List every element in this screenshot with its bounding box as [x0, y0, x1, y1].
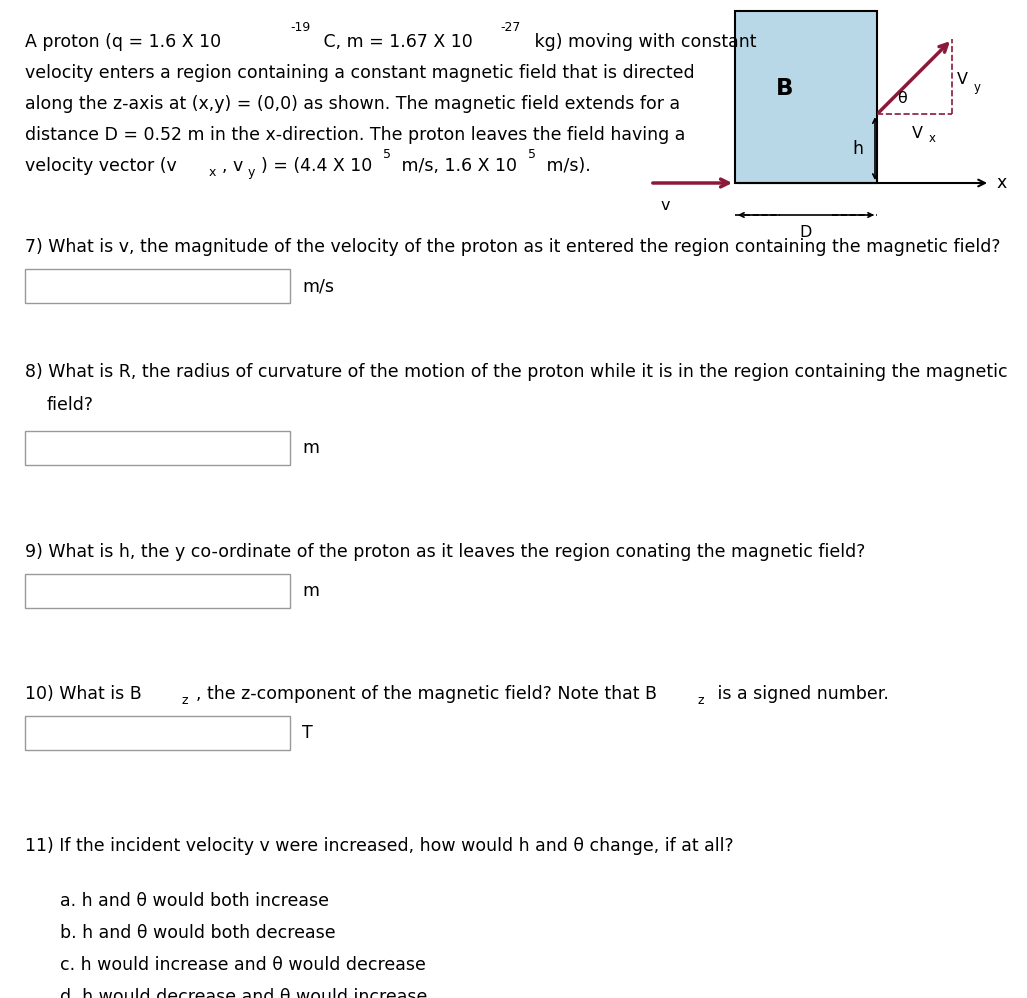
Text: y: y [248, 166, 256, 179]
Text: 11) If the incident velocity v were increased, how would h and θ change, if at a: 11) If the incident velocity v were incr… [25, 837, 733, 855]
Text: velocity enters a region containing a constant magnetic field that is directed: velocity enters a region containing a co… [25, 64, 694, 82]
Text: x: x [997, 174, 1007, 192]
Text: m/s: m/s [302, 277, 334, 295]
Text: z: z [182, 694, 189, 707]
Text: d. h would decrease and θ would increase: d. h would decrease and θ would increase [60, 988, 427, 998]
Text: -19: -19 [290, 21, 310, 34]
Text: θ: θ [897, 91, 907, 106]
Bar [25, 716, 290, 750]
Text: kg) moving with constant: kg) moving with constant [529, 33, 757, 51]
Text: , the z-component of the magnetic field? Note that B: , the z-component of the magnetic field?… [196, 685, 657, 703]
Bar [25, 431, 290, 465]
Text: ) = (4.4 X 10: ) = (4.4 X 10 [261, 157, 372, 175]
Text: h: h [852, 140, 863, 158]
Text: B: B [776, 77, 794, 100]
Text: x: x [210, 166, 217, 179]
Text: m/s, 1.6 X 10: m/s, 1.6 X 10 [396, 157, 517, 175]
Text: a. h and θ would both increase: a. h and θ would both increase [60, 892, 329, 910]
Text: m/s).: m/s). [541, 157, 591, 175]
Text: T: T [302, 724, 313, 742]
Text: 5: 5 [383, 148, 391, 161]
Text: is a signed number.: is a signed number. [712, 685, 889, 703]
Text: v: v [660, 198, 670, 213]
Bar [735, 11, 877, 183]
Text: 10) What is B: 10) What is B [25, 685, 142, 703]
Text: D: D [800, 225, 812, 240]
Text: y: y [974, 81, 981, 94]
Text: velocity vector (v: velocity vector (v [25, 157, 177, 175]
Text: m: m [302, 582, 319, 600]
Text: V: V [957, 72, 968, 87]
Text: along the z-axis at (x,y) = (0,0) as shown. The magnetic field extends for a: along the z-axis at (x,y) = (0,0) as sho… [25, 95, 680, 113]
Text: V: V [912, 126, 923, 141]
Text: 7) What is v, the magnitude of the velocity of the proton as it entered the regi: 7) What is v, the magnitude of the veloc… [25, 238, 1000, 256]
Text: distance D = 0.52 m in the x-direction. The proton leaves the field having a: distance D = 0.52 m in the x-direction. … [25, 126, 685, 144]
Text: b. h and θ would both decrease: b. h and θ would both decrease [60, 924, 336, 942]
Text: A proton (q = 1.6 X 10: A proton (q = 1.6 X 10 [25, 33, 221, 51]
Text: field?: field? [47, 396, 94, 414]
Text: m: m [302, 439, 319, 457]
Text: -27: -27 [500, 21, 521, 34]
Text: 9) What is h, the y co-ordinate of the proton as it leaves the region conating t: 9) What is h, the y co-ordinate of the p… [25, 543, 866, 561]
Text: , v: , v [222, 157, 243, 175]
Text: C, m = 1.67 X 10: C, m = 1.67 X 10 [318, 33, 472, 51]
Text: x: x [929, 132, 936, 145]
Bar [25, 269, 290, 303]
Text: 5: 5 [528, 148, 536, 161]
Bar [25, 574, 290, 608]
Text: z: z [698, 694, 705, 707]
Text: 8) What is R, the radius of curvature of the motion of the proton while it is in: 8) What is R, the radius of curvature of… [25, 363, 1007, 381]
Text: c. h would increase and θ would decrease: c. h would increase and θ would decrease [60, 956, 426, 974]
